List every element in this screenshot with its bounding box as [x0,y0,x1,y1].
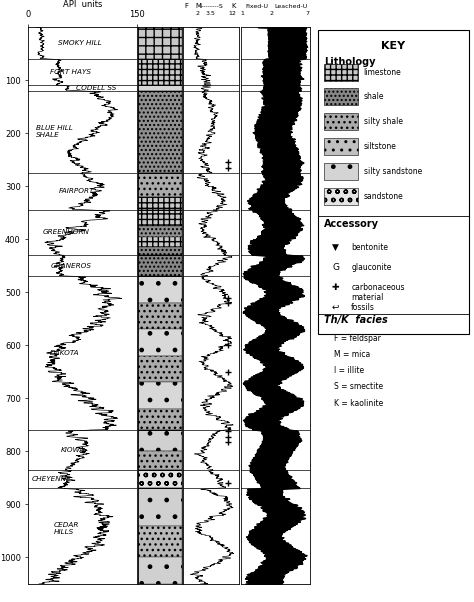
Text: Accessory: Accessory [324,219,379,229]
Text: Leached-U: Leached-U [274,4,308,8]
Text: K: K [231,2,236,8]
Text: CODELL SS: CODELL SS [76,85,116,91]
Text: glauconite: glauconite [351,262,392,272]
Bar [138,303,182,329]
Bar [138,59,182,85]
Text: 12: 12 [229,11,237,16]
Text: CHEYENNE: CHEYENNE [32,476,72,482]
Text: G: G [185,64,191,72]
Bar [138,210,182,226]
Bar [138,255,182,276]
Bar [324,188,358,205]
Text: BLUE HILL
SHALE: BLUE HILL SHALE [36,125,73,138]
Bar [138,85,182,91]
Text: G: G [185,230,191,238]
Text: G: G [185,57,191,64]
Text: GRANEROS: GRANEROS [50,262,91,268]
Bar [138,488,182,526]
Text: limestone: limestone [364,67,401,76]
Bar [138,247,182,255]
Text: G: G [185,72,191,79]
Text: K = kaolinite: K = kaolinite [334,399,383,408]
Bar [324,88,358,105]
Text: S = smectite: S = smectite [334,382,383,391]
Text: FAIRPORT: FAIRPORT [59,188,94,194]
Text: DAKOTA: DAKOTA [50,350,80,356]
Bar [138,526,182,557]
Text: G: G [185,235,191,243]
Text: 2: 2 [269,11,273,16]
Bar [138,452,182,470]
Text: G: G [185,67,191,76]
Text: I = illite: I = illite [334,366,364,375]
Text: G: G [185,517,191,524]
Text: G: G [332,262,339,272]
Bar [138,557,182,584]
Text: KEY: KEY [382,41,405,51]
Text: F = feldspar: F = feldspar [334,334,381,343]
Text: Lithology: Lithology [324,57,375,67]
Text: G: G [140,474,146,482]
Text: carbonaceous
material: carbonaceous material [351,283,405,302]
Bar [324,64,358,81]
Text: M: M [195,2,201,8]
Bar [138,197,182,210]
Bar [138,382,182,409]
Text: G: G [185,511,191,519]
Bar [138,91,182,173]
Text: Th/K  facies: Th/K facies [324,315,388,326]
Bar [138,27,182,59]
Text: sandstone: sandstone [364,191,403,200]
Text: ✚: ✚ [332,283,339,292]
Text: 2: 2 [195,11,200,16]
Bar [138,430,182,452]
Text: ↩: ↩ [332,303,339,312]
Bar [138,470,182,488]
Text: F: F [184,2,188,8]
Text: I--------S: I--------S [200,4,223,8]
Bar [324,113,358,130]
Text: ▼: ▼ [332,243,339,252]
Text: G: G [185,198,191,206]
Text: fossils: fossils [351,303,375,312]
Text: 1: 1 [240,11,244,16]
Text: G: G [185,203,191,211]
Text: KIOWA: KIOWA [61,447,85,453]
Bar [138,226,182,237]
Bar [138,329,182,356]
Bar [324,138,358,155]
Text: Y: Y [185,259,191,268]
Bar [138,276,182,303]
Text: Y: Y [185,265,191,275]
Text: G: G [185,506,191,514]
Text: GREENHORN: GREENHORN [43,229,90,235]
Text: Fixed-U: Fixed-U [245,4,268,8]
Text: G: G [185,60,191,68]
Text: CEDAR
HILLS: CEDAR HILLS [54,522,79,535]
Text: bentonite: bentonite [351,243,388,252]
Text: SMOKY HILL: SMOKY HILL [57,40,101,46]
Bar [138,173,182,197]
Bar [138,237,182,247]
Bar [324,163,358,180]
Text: 7: 7 [305,11,310,16]
Text: G: G [140,287,146,294]
Text: silty shale: silty shale [364,117,403,126]
Text: siltstone: siltstone [364,142,397,151]
Text: Y: Y [185,253,191,262]
Text: silty sandstone: silty sandstone [364,167,422,176]
Text: shale: shale [364,92,384,101]
Text: G: G [185,556,191,564]
Text: 3.5: 3.5 [205,11,215,16]
Text: API  units: API units [63,0,103,9]
Bar [138,356,182,382]
Text: FORT HAYS: FORT HAYS [50,69,91,75]
Bar [138,409,182,430]
Text: M = mica: M = mica [334,350,370,359]
